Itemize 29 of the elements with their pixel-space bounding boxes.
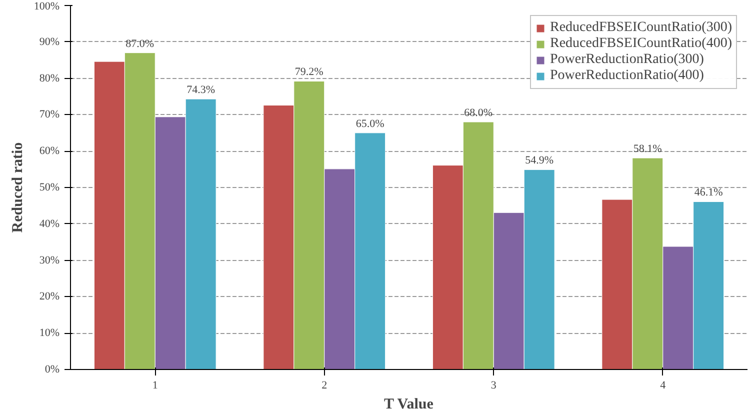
data-label: 46.1% [694,186,723,199]
data-label: 68.0% [464,106,493,119]
legend-label: PowerReductionRatio(400) [550,68,704,84]
y-tick-label: 80% [39,72,60,84]
y-tick-label: 40% [39,218,60,230]
y-tick-label: 0% [44,364,60,376]
y-tick-label: 10% [39,327,60,340]
y-tick-label: 20% [39,290,60,303]
x-tick-label: 3 [490,380,497,392]
x-tick-label: 2 [322,380,328,392]
data-label: 58.1% [633,143,662,156]
y-axis-title: Reduced ratio [10,142,26,233]
y-tick-label: 50% [39,182,60,194]
y-tick-label: 100% [34,0,60,12]
y-tick-label: 30% [39,254,60,266]
data-label: 65.0% [356,118,384,130]
x-tick-label: 1 [152,380,158,392]
y-tick-label: 70% [39,108,60,121]
data-label: 54.9% [525,154,554,167]
x-tick-label: 4 [660,380,666,392]
data-label: 79.2% [294,66,324,78]
y-tick-label: 60% [39,145,60,158]
x-axis-title: T Value [384,396,434,412]
data-label: 74.3% [186,84,216,96]
y-tick-label: 90% [39,36,60,48]
data-label: 87.0% [126,38,154,50]
legend-label: ReducedFBSEICountRatio(300) [550,20,732,36]
legend-label: ReducedFBSEICountRatio(400) [550,36,732,52]
legend-label: PowerReductionRatio(300) [550,52,704,68]
